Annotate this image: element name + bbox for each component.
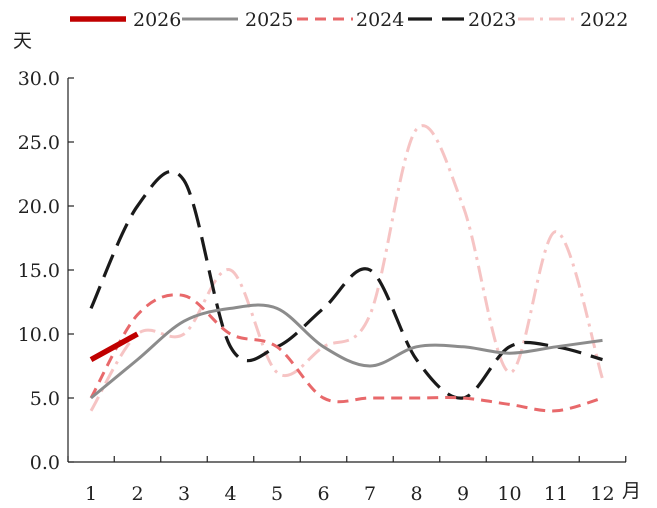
legend-label: 2025 (245, 9, 293, 31)
y-axis: 0.0 5.0 10.0 15.0 20.0 25.0 30.0 (18, 68, 74, 474)
y-tick-label: 10.0 (18, 324, 60, 346)
y-tick-label: 5.0 (30, 388, 60, 410)
y-tick-label: 15.0 (18, 260, 60, 282)
legend-item-2024: 2024 (297, 9, 404, 31)
series-line-2025 (90, 303, 603, 400)
y-tick-label: 20.0 (18, 196, 60, 218)
y-tick-label: 30.0 (18, 68, 60, 90)
legend-label: 2026 (133, 9, 181, 31)
x-tick-label: 1 (85, 483, 97, 505)
legend-item-2025: 2025 (182, 9, 293, 31)
x-tick-label: 11 (544, 483, 568, 505)
x-tick-label: 6 (317, 483, 329, 505)
x-tick-label: 12 (590, 483, 614, 505)
y-tick-label: 0.0 (30, 452, 60, 474)
legend-item-2026: 2026 (70, 9, 181, 31)
x-axis-unit-label: 月 (622, 480, 641, 502)
legend-label: 2022 (580, 9, 628, 31)
series-line-2022 (89, 124, 604, 412)
y-tick-label: 25.0 (18, 132, 60, 154)
y-axis-unit-label: 天 (13, 30, 32, 52)
legend: 2026 2025 2024 2023 2022 (70, 9, 628, 31)
x-tick-label: 3 (178, 483, 190, 505)
x-tick-label: 4 (224, 483, 236, 505)
plot-area (89, 124, 604, 413)
x-tick-label: 5 (271, 483, 283, 505)
series-line-2023 (89, 169, 603, 400)
series-line-2024 (89, 293, 603, 413)
x-tick-label: 10 (497, 483, 521, 505)
x-tick-label: 7 (364, 483, 376, 505)
legend-label: 2024 (356, 9, 404, 31)
x-tick-label: 2 (131, 483, 143, 505)
legend-item-2022: 2022 (518, 9, 628, 31)
series-line-2026 (89, 331, 139, 363)
x-tick-label: 8 (410, 483, 422, 505)
x-axis: 1 2 3 4 5 6 7 8 9 10 11 12 (67, 456, 627, 505)
legend-label: 2023 (468, 9, 516, 31)
legend-item-2023: 2023 (408, 9, 516, 31)
x-tick-label: 9 (457, 483, 469, 505)
